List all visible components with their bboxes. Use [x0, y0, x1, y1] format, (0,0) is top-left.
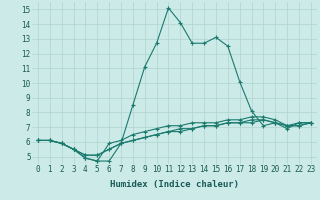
X-axis label: Humidex (Indice chaleur): Humidex (Indice chaleur): [110, 180, 239, 189]
